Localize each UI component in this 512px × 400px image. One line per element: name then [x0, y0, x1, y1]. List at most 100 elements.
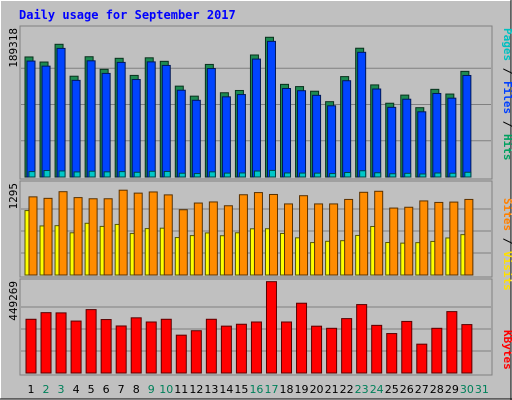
middle-sites-bar-day-11 [178, 209, 188, 276]
day-label-9: 9 [148, 383, 155, 396]
day-label-3: 3 [58, 383, 65, 396]
top-pages-bar-day-20 [314, 172, 322, 178]
day-label-29: 29 [445, 383, 459, 396]
top-files-bar-day-7 [116, 61, 126, 178]
bottom-kbytes-bar-day-13 [205, 318, 217, 374]
top-pages-bar-day-4 [73, 171, 81, 178]
top-files-bar-day-1 [26, 60, 36, 178]
top-files-bar-day-25 [387, 106, 397, 178]
top-files-bar-day-21 [327, 105, 337, 178]
day-label-30: 30 [460, 383, 474, 396]
middle-sites-bar-day-20 [314, 203, 324, 276]
bottom-kbytes-bar-day-1 [25, 318, 37, 374]
top-files-bar-day-6 [101, 72, 111, 178]
top-pages-bar-day-26 [404, 172, 412, 178]
top-pages-bar-day-27 [419, 173, 427, 178]
top-pages-bar-day-7 [118, 171, 126, 178]
middle-sites-bar-day-10 [163, 194, 173, 276]
bottom-kbytes-bar-day-3 [55, 312, 67, 374]
top-pages-bar-day-15 [238, 172, 246, 178]
top-files-bar-day-17 [266, 40, 276, 178]
top-pages-bar-day-30 [464, 171, 472, 178]
day-label-8: 8 [133, 383, 140, 396]
bottom-kbytes-bar-day-15 [235, 323, 247, 374]
middle-sites-bar-day-23 [359, 191, 369, 276]
day-labels: 1 2 3 4 5 6 7 8 9 10 11 12 13 14 15 16 17 18 19 20 21 22 23 24 2… [28, 383, 489, 396]
day-label-7: 7 [118, 383, 125, 396]
top-files-bar-day-26 [402, 98, 412, 178]
middle-sites-bar-day-2 [43, 197, 53, 276]
top-files-bar-day-23 [357, 51, 367, 178]
top-pages-bar-day-6 [103, 171, 111, 178]
top-files-bar-day-8 [131, 79, 141, 178]
top-legend-part-2: Files [501, 81, 512, 114]
bottom-kbytes-bar-day-27 [416, 343, 428, 374]
day-label-20: 20 [310, 383, 324, 396]
top-legend-part-4: Hits [501, 134, 512, 161]
middle-sites-bar-day-16 [253, 192, 263, 276]
bottom-kbytes-bar-day-29 [446, 311, 458, 374]
top-pages-bar-day-16 [253, 170, 261, 178]
top-files-bar-day-16 [251, 58, 261, 178]
bottom-kbytes-bar-day-10 [160, 318, 172, 374]
day-label-14: 14 [219, 383, 233, 396]
top-files-bar-day-12 [191, 99, 201, 178]
day-label-16: 16 [249, 383, 263, 396]
top-files-bar-day-9 [146, 61, 156, 178]
day-label-10: 10 [159, 383, 173, 396]
middle-sites-bar-day-17 [268, 193, 278, 276]
top-files-bar-day-14 [221, 96, 231, 178]
top-pages-bar-day-10 [163, 170, 171, 178]
middle-sites-bar-day-9 [148, 191, 158, 276]
top-pages-bar-day-23 [359, 170, 367, 178]
top-pages-bar-day-12 [193, 173, 201, 178]
day-label-28: 28 [430, 383, 444, 396]
day-label-22: 22 [340, 383, 354, 396]
top-pages-bar-day-24 [374, 172, 382, 178]
bottom-kbytes-bar-day-6 [100, 319, 112, 374]
top-pages-bar-day-1 [28, 171, 36, 178]
top-pages-bar-day-5 [88, 170, 96, 178]
day-label-23: 23 [355, 383, 369, 396]
bottom-kbytes-bar-day-26 [401, 320, 413, 374]
top-pages-bar-day-21 [329, 173, 337, 178]
top-files-bar-day-13 [206, 68, 216, 178]
top-files-bar-day-3 [56, 47, 66, 178]
bottom-panel-max-label: 449269 [7, 281, 20, 321]
top-pages-bar-day-25 [389, 173, 397, 178]
top-files-bar-day-18 [282, 87, 292, 178]
day-label-4: 4 [73, 383, 80, 396]
bottom-kbytes-bar-day-4 [70, 320, 82, 374]
bottom-kbytes-bar-day-20 [311, 325, 323, 374]
bottom-kbytes-bar-day-7 [115, 325, 127, 374]
top-files-bar-day-10 [161, 64, 171, 178]
bottom-kbytes-bar-day-12 [190, 330, 202, 374]
middle-sites-bar-day-5 [88, 198, 98, 276]
middle-legend-part-2: Visits [501, 251, 512, 291]
bars [24, 36, 474, 374]
top-files-bar-day-19 [297, 90, 307, 178]
middle-sites-bar-day-15 [238, 194, 248, 276]
middle-sites-bar-day-13 [208, 201, 218, 276]
top-files-bar-day-29 [447, 97, 457, 178]
day-label-27: 27 [415, 383, 429, 396]
middle-sites-bar-day-28 [434, 201, 444, 276]
top-files-bar-day-20 [312, 94, 322, 178]
top-panel-max-label: 189318 [7, 28, 20, 68]
bottom-kbytes-bar-day-30 [461, 324, 473, 374]
day-label-24: 24 [370, 383, 384, 396]
middle-sites-bar-day-8 [133, 192, 143, 276]
bottom-kbytes-bar-day-22 [341, 318, 353, 374]
top-pages-bar-day-22 [344, 172, 352, 178]
middle-legend-part-0: Sites [501, 198, 512, 231]
middle-sites-bar-day-30 [464, 198, 474, 276]
top-pages-bar-day-2 [43, 170, 51, 178]
middle-sites-bar-day-19 [299, 195, 309, 276]
day-label-5: 5 [88, 383, 95, 396]
bottom-kbytes-bar-day-11 [175, 334, 187, 374]
day-label-1: 1 [28, 383, 35, 396]
top-pages-bar-day-28 [434, 172, 442, 178]
top-files-bar-day-30 [462, 74, 472, 178]
top-files-bar-day-27 [417, 111, 427, 178]
